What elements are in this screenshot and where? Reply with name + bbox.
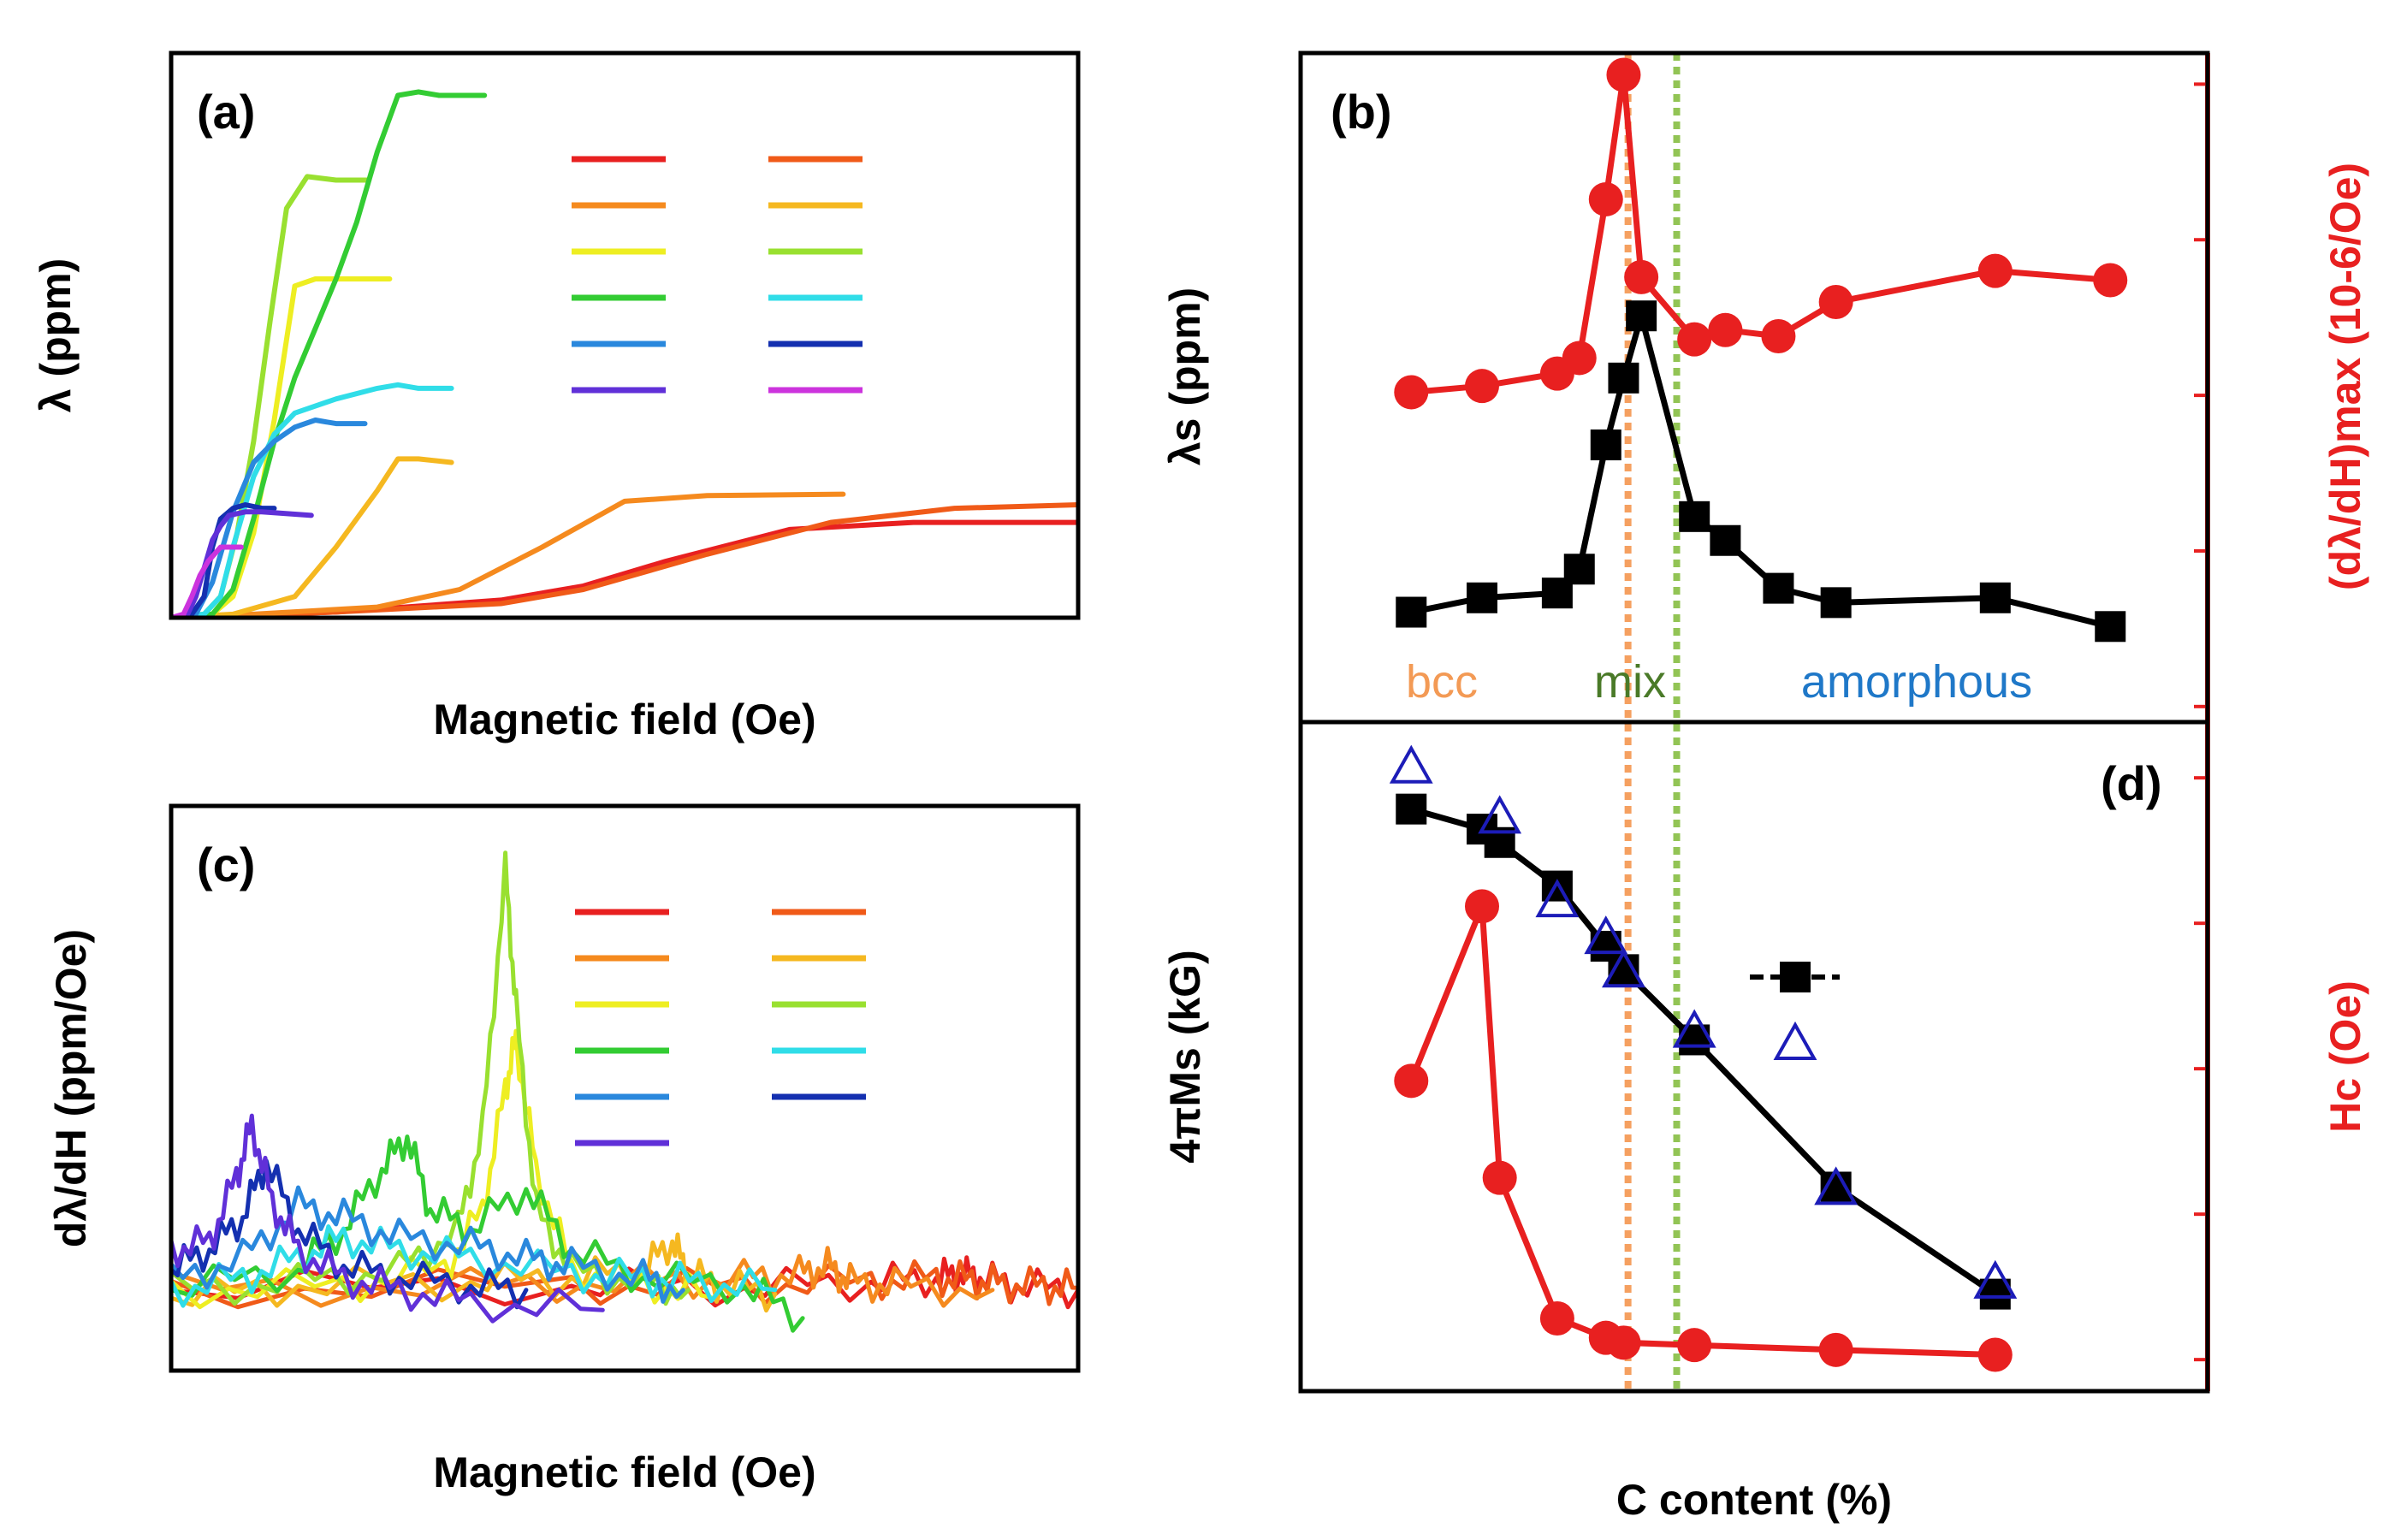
hc-marker	[1394, 1063, 1429, 1099]
ms-fmr-marker	[1389, 744, 1433, 784]
dldh-max-marker	[1562, 341, 1597, 376]
series-line-9.6%	[171, 502, 277, 618]
lambda-s-marker	[1563, 554, 1595, 585]
series-line-15.8%	[171, 544, 244, 618]
panel-a-xlabel: Magnetic field (Oe)	[433, 696, 815, 743]
panel-b-ylabel-text: λs (ppm)	[1161, 287, 1209, 465]
ms-squid-marker	[1396, 793, 1427, 825]
ms-fmr-marker	[1584, 915, 1628, 955]
lambda-s-marker	[1608, 362, 1639, 394]
lambda-s-marker	[1590, 429, 1621, 461]
panel-a-legend	[572, 156, 863, 394]
panel-c-ylabel: dλ/dH (ppm/Oe)	[47, 929, 95, 1247]
lambda-s-marker	[1396, 596, 1427, 628]
lambda-s-marker	[1763, 572, 1794, 604]
lambda-s-marker	[1979, 582, 2011, 613]
series-line-3.8%	[171, 456, 454, 618]
panel-d-legend	[1750, 962, 1840, 1060]
hc-marker	[1539, 1301, 1574, 1336]
series-line-3.3%	[171, 491, 846, 618]
panel-c-series	[171, 850, 1078, 1333]
lambda-s-marker	[1710, 524, 1741, 556]
panel-a-frame	[169, 50, 1081, 620]
ms-fmr-marker	[1602, 949, 1645, 988]
panel-d-frame	[1298, 720, 2210, 1394]
legend-marker-ms-fmr	[1773, 1021, 1817, 1060]
dldh-max-marker	[1465, 369, 1499, 404]
panel-a-label: (a)	[197, 85, 255, 139]
panel-a-series	[171, 89, 1078, 618]
ms-fmr-marker	[1478, 795, 1522, 834]
panel-d-ylabel-text: 4πMs (kG)	[1161, 950, 1209, 1163]
dldh-max-marker	[1708, 312, 1743, 347]
lambda-s-marker	[1626, 300, 1657, 332]
series-line-5.2%	[171, 89, 488, 618]
panel-d-label: (d)	[2101, 756, 2162, 810]
dldh-max-marker	[1677, 322, 1712, 357]
panel-d-ylabel2-text: Hc (Oe)	[2321, 980, 2369, 1133]
hc-marker	[1606, 1325, 1641, 1360]
dldh-max-marker	[1588, 181, 1623, 216]
panel-b-ylabel2: (dλ/dH)max (10-6/Oe)	[2321, 163, 2369, 590]
series-line-1.6%	[171, 502, 1078, 618]
panel-c: (c) Magnetic field (Oe) dλ/dH (ppm/Oe)	[47, 803, 1081, 1496]
lambda-s-marker	[1679, 500, 1710, 532]
hc-marker	[1465, 889, 1499, 924]
ms-fmr-marker	[1672, 1009, 1716, 1048]
ms-fmr-marker	[1814, 1166, 1859, 1205]
panel-d-series	[1389, 744, 2018, 1372]
lambda-s-marker	[1467, 582, 1497, 613]
panel-a-ylabel: λ (ppm)	[32, 258, 80, 413]
dldh-max-marker	[1624, 259, 1659, 294]
dldh-max-marker	[1761, 318, 1796, 353]
panel-d-ylabel2: Hc (Oe)	[2321, 980, 2369, 1133]
series-line-13.2%	[171, 1113, 605, 1324]
series-line-6.4%	[171, 382, 454, 618]
panel-c-label: (c)	[197, 838, 255, 891]
panel-b-label: (b)	[1331, 85, 1392, 139]
panel-d-ylabel: 4πMs (kG)	[1161, 950, 1209, 1163]
dldh-max-marker	[1818, 284, 1853, 319]
region-label-amorphous: amorphous	[1801, 656, 2032, 708]
series-line-13.2%	[171, 509, 314, 618]
panel-b-series	[1394, 53, 2128, 1391]
legend-marker-ms-squid	[1780, 962, 1811, 992]
lambda-s-marker	[2095, 611, 2126, 643]
panel-d-xlabel: C content (%)	[1616, 1476, 1892, 1524]
lambda-s-marker	[1820, 587, 1852, 619]
hc-marker	[1677, 1328, 1712, 1363]
panel-b-ylabel2-text: (dλ/dH)max (10-6/Oe)	[2321, 163, 2369, 590]
panel-d: (d) C content (%) 4πMs (kG) Hc (Oe)	[1161, 720, 2369, 1524]
hc-marker	[1977, 1337, 2013, 1372]
dldh-max-marker	[2093, 263, 2128, 298]
panel-b-ylabel: λs (ppm)	[1161, 287, 1209, 465]
panel-c-xlabel: Magnetic field (Oe)	[433, 1448, 815, 1496]
panel-a: (a) Magnetic field (Oe) λ (ppm)	[32, 50, 1081, 743]
ms-fmr-marker	[1535, 879, 1580, 918]
ms-squid-marker	[1541, 870, 1573, 902]
panel-c-frame	[169, 803, 1081, 1373]
hc-marker	[1818, 1332, 1853, 1367]
region-label-mix: mix	[1594, 656, 1666, 708]
panel-c-legend	[575, 909, 866, 1146]
series-line-7.1%	[171, 1185, 685, 1304]
ms-fmr-marker	[1973, 1259, 2018, 1299]
dldh-max-marker	[1606, 57, 1641, 92]
dldh-max-marker	[1394, 375, 1429, 410]
region-label-bcc: bcc	[1406, 656, 1478, 708]
hc-marker	[1482, 1160, 1517, 1195]
dldh-max-marker	[1977, 253, 2013, 288]
